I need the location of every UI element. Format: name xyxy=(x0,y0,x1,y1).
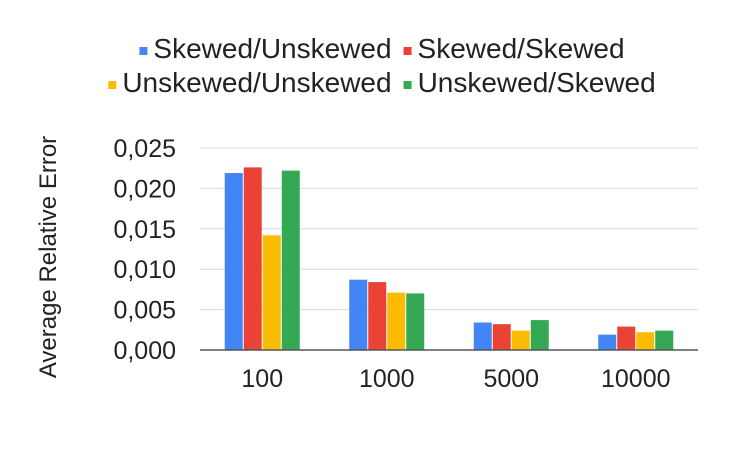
bar xyxy=(349,279,368,350)
y-tick-label: 0,015 xyxy=(113,216,176,244)
x-tick-label: 5000 xyxy=(483,365,539,393)
x-tick-label: 10000 xyxy=(601,365,671,393)
bar xyxy=(281,170,300,350)
bar xyxy=(617,326,636,350)
legend: Skewed/Unskewed Skewed/Skewed Unskewed/Uns… xyxy=(108,33,656,98)
legend-item: Unskewed/Unskewed xyxy=(108,67,392,98)
bar xyxy=(406,293,425,350)
bar xyxy=(636,332,655,350)
x-tick-label: 100 xyxy=(241,365,283,393)
bar xyxy=(368,282,387,350)
legend-swatch xyxy=(403,81,412,89)
legend-label: Unskewed/Skewed xyxy=(418,67,656,98)
y-tick-label: 0,025 xyxy=(113,135,176,163)
legend-label: Unskewed/Unskewed xyxy=(122,67,391,98)
y-tick-label: 0,000 xyxy=(113,337,176,365)
y-tick-label: 0,020 xyxy=(113,175,176,203)
bar xyxy=(473,322,492,350)
bar xyxy=(262,235,281,350)
y-tick-label: 0,005 xyxy=(113,297,176,325)
y-tick-label: 0,010 xyxy=(113,256,176,284)
legend-item: Skewed/Unskewed xyxy=(139,33,392,64)
y-axis-title: Average Relative Error xyxy=(35,136,62,378)
legend-swatch xyxy=(139,47,148,55)
bar xyxy=(598,334,617,350)
bar xyxy=(243,167,262,350)
bar xyxy=(530,320,549,350)
bar xyxy=(511,330,530,350)
legend-item: Unskewed/Skewed xyxy=(403,67,656,98)
bar xyxy=(655,330,674,350)
x-tick-label: 1000 xyxy=(359,365,415,393)
x-axis-ticks: 100 1000 5000 10000 xyxy=(241,365,670,393)
bar xyxy=(492,324,511,350)
legend-swatch xyxy=(403,47,412,55)
legend-label: Skewed/Skewed xyxy=(418,33,625,64)
legend-label: Skewed/Unskewed xyxy=(153,33,391,64)
bar xyxy=(387,292,406,350)
y-axis-ticks: 0,000 0,005 0,010 0,015 0,020 0,025 xyxy=(113,135,176,365)
bars xyxy=(224,167,674,350)
legend-swatch xyxy=(108,81,117,89)
legend-item: Skewed/Skewed xyxy=(403,33,625,64)
bar xyxy=(224,173,243,350)
